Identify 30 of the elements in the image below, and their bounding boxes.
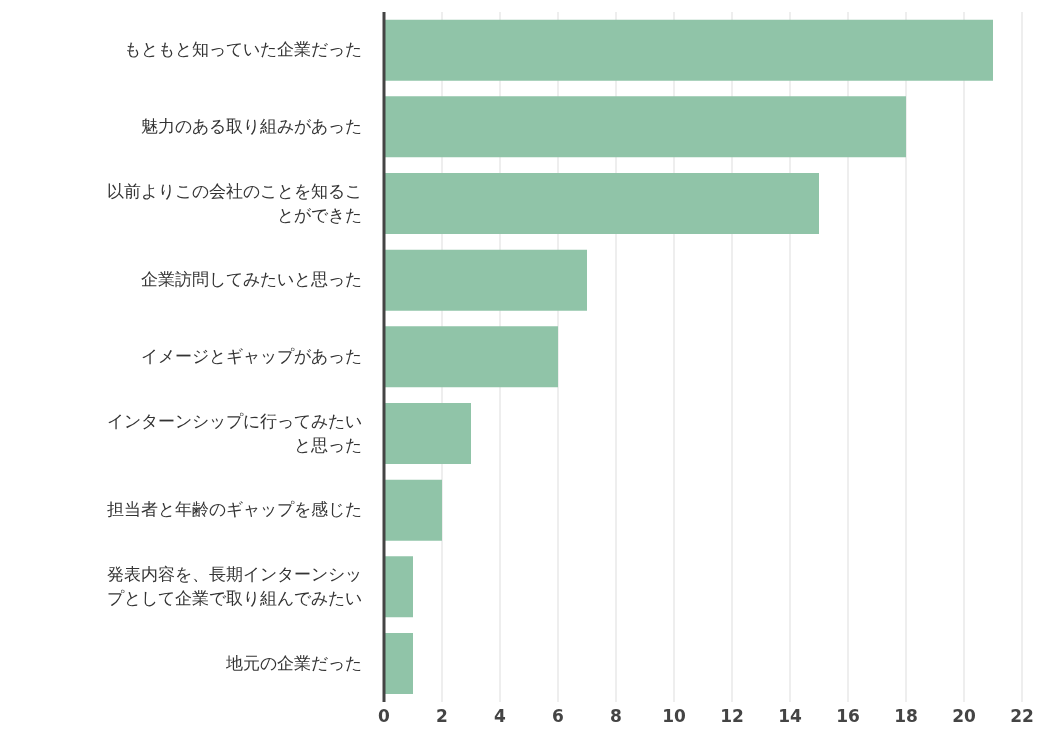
- x-tick-label: 14: [778, 706, 802, 727]
- bar: [384, 479, 442, 541]
- x-tick-label: 20: [952, 706, 976, 727]
- y-tick-label: 発表内容を、長期インターンシップとして企業で取り組んでみたい: [107, 564, 362, 608]
- y-tick-label: インターンシップに行ってみたいと思った: [107, 410, 362, 455]
- y-tick-label: もともと知っていた企業だった: [124, 39, 362, 60]
- x-tick-label: 22: [1010, 706, 1034, 727]
- bar: [384, 249, 587, 311]
- x-tick-label: 12: [720, 706, 744, 727]
- x-tick-label: 6: [552, 706, 564, 727]
- bar: [384, 96, 906, 158]
- x-tick-label: 16: [836, 706, 860, 727]
- y-tick-label: 地元の企業だった: [225, 652, 362, 673]
- x-tick-label: 0: [378, 706, 391, 727]
- x-tick-label: 2: [436, 706, 448, 727]
- bar: [384, 403, 471, 464]
- x-tick-label: 10: [662, 706, 686, 727]
- y-tick-label: 以前よりこの会社のことを知ることができた: [107, 180, 362, 225]
- bar: [384, 556, 413, 618]
- y-tick-label: イメージとギャップがあった: [141, 346, 362, 366]
- x-tick-label: 18: [894, 706, 918, 727]
- bar: [384, 19, 993, 81]
- x-tick-label: 8: [610, 706, 622, 727]
- y-tick-label: 担当者と年齢のギャップを感じた: [107, 499, 362, 520]
- y-tick-label: 魅力のある取り組みがあった: [141, 116, 362, 136]
- y-tick-label: 企業訪問してみたいと思った: [141, 269, 362, 290]
- bar: [384, 326, 558, 388]
- bar: [384, 633, 413, 694]
- bar: [384, 173, 819, 234]
- x-tick-label: 4: [494, 706, 507, 727]
